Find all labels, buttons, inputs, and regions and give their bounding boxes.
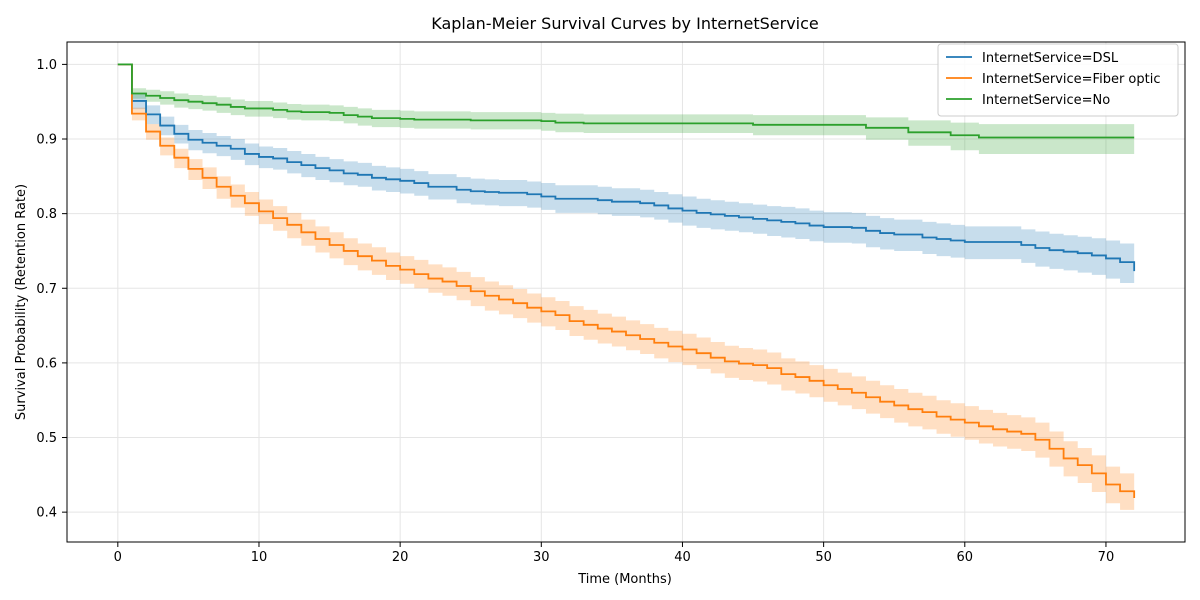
chart-title: Kaplan-Meier Survival Curves by Internet… (431, 14, 819, 33)
x-tick-label: 10 (251, 550, 268, 565)
ci-band-internetservice-fiber-optic (117, 64, 1135, 520)
plot-frame (66, 41, 1186, 543)
x-tick-label: 60 (957, 550, 974, 565)
x-tick-label: 40 (674, 550, 691, 565)
x-tick-label: 70 (1098, 550, 1115, 565)
survival-line-internetservice-fiber-optic (117, 63, 1136, 498)
survival-line-internetservice-no (117, 63, 1135, 139)
legend-label: InternetService=No (982, 93, 1110, 108)
x-axis-ticks: 0 10 20 30 40 50 60 70 (114, 542, 1115, 565)
x-axis-label: Time (Months) (577, 572, 672, 587)
legend: InternetService=DSL InternetService=Fiber… (937, 43, 1179, 117)
y-tick-label: 0.7 (36, 282, 57, 297)
x-tick-label: 20 (392, 550, 409, 565)
y-tick-label: 0.6 (36, 356, 57, 371)
confidence-bands (117, 64, 1135, 520)
y-axis-ticks: 0.4 0.5 0.6 0.7 0.8 0.9 1.0 (36, 58, 67, 521)
x-tick-label: 0 (114, 550, 122, 565)
y-axis-label: Survival Probability (Retention Rate) (14, 184, 29, 420)
y-tick-label: 0.4 (36, 506, 57, 521)
y-tick-label: 0.5 (36, 431, 57, 446)
legend-box (937, 43, 1179, 117)
y-tick-label: 0.8 (36, 207, 57, 222)
y-tick-label: 0.9 (36, 133, 57, 148)
ci-band-internetservice-dsl (117, 64, 1135, 295)
x-tick-label: 30 (533, 550, 550, 565)
survival-lines (117, 63, 1136, 498)
y-tick-label: 1.0 (36, 58, 57, 73)
survival-line-internetservice-dsl (117, 63, 1136, 272)
ci-band-internetservice-no (117, 64, 1135, 154)
grid (67, 42, 1185, 542)
legend-label: InternetService=DSL (982, 51, 1119, 66)
legend-label: InternetService=Fiber optic (982, 72, 1161, 87)
x-tick-label: 50 (815, 550, 832, 565)
